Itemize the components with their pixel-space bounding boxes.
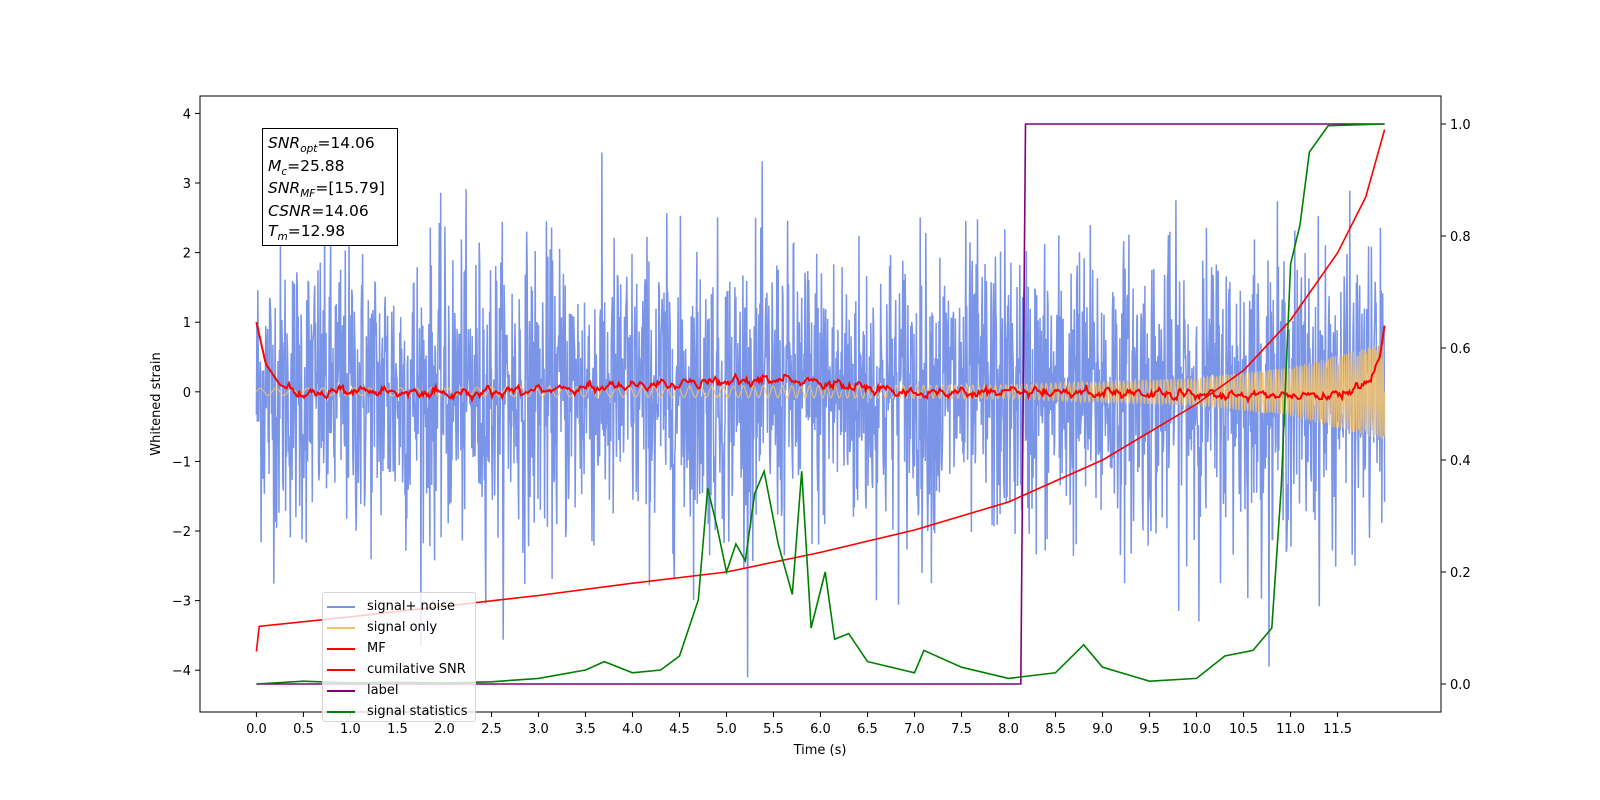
y-tick-label: 3	[183, 177, 191, 192]
legend-entry: signal+ noise	[327, 596, 471, 617]
annotation-line: CSNR=14.06	[268, 201, 397, 222]
annotation-value: =25.88	[287, 156, 345, 175]
annotation-line: SNRMF=[15.79]	[268, 178, 397, 201]
x-tick-label: 8.0	[998, 722, 1019, 737]
x-tick-label: 9.0	[1092, 722, 1113, 737]
legend-label: label	[367, 683, 399, 698]
legend-label: signal statistics	[367, 704, 468, 719]
x-tick-label: 0.0	[246, 722, 267, 737]
legend-entry: signal statistics	[327, 701, 471, 722]
annotation-symbol: T	[268, 222, 278, 240]
y2-tick-label: 0.2	[1450, 566, 1471, 581]
y-tick-label: −2	[172, 525, 191, 540]
annotation-value: =[15.79]	[315, 179, 385, 197]
legend-swatch	[327, 605, 355, 608]
x-tick-label: 5.5	[763, 722, 784, 737]
legend-label: MF	[367, 641, 386, 656]
x-tick-label: 7.0	[904, 722, 925, 737]
annotation-line: Mc=25.88	[268, 156, 397, 179]
y-tick-label: −4	[172, 664, 191, 679]
annotation-box: SNRopt=14.06 Mc=25.88 SNRMF=[15.79] CSNR=14…	[262, 128, 398, 246]
annotation-symbol: CSNR	[268, 201, 312, 220]
y2-tick-label: 0.8	[1450, 230, 1471, 245]
x-tick-label: 9.5	[1139, 722, 1160, 737]
legend-label: cumilative SNR	[367, 662, 466, 677]
legend-swatch	[327, 647, 355, 650]
x-tick-label: 2.5	[481, 722, 502, 737]
y-tick-label: 4	[183, 107, 191, 122]
y-axis-right: 1.0 0.8 0.6 0.4 0.2 0.0	[1441, 118, 1471, 693]
annotation-line: Tm=12.98	[268, 221, 397, 244]
legend-label: signal+ noise	[367, 599, 456, 614]
annotation-subscript: c	[281, 165, 288, 178]
y2-tick-label: 1.0	[1450, 118, 1471, 133]
y-axis-left: 4 3 2 1 0 −1 −2 −3 −4	[172, 107, 200, 679]
x-tick-label: 4.5	[669, 722, 690, 737]
annotation-subscript: m	[277, 231, 288, 243]
annotation-subscript: MF	[300, 188, 316, 200]
signal-only-line	[255, 343, 1386, 439]
legend-entry: cumilative SNR	[327, 659, 471, 680]
legend-swatch	[327, 668, 355, 671]
annotation-subscript: opt	[300, 143, 318, 155]
x-tick-label: 3.0	[528, 722, 549, 737]
legend-swatch	[327, 626, 355, 629]
mf-line	[255, 321, 1386, 404]
x-tick-label: 7.5	[951, 722, 972, 737]
x-tick-label: 11.0	[1276, 722, 1305, 737]
x-tick-label: 1.0	[340, 722, 361, 737]
annotation-value: =14.06	[311, 201, 369, 220]
annotation-value: =12.98	[287, 222, 346, 240]
signal-noise-line	[255, 152, 1386, 678]
x-tick-label: 1.5	[387, 722, 408, 737]
legend-entry: label	[327, 680, 471, 701]
y-tick-label: −1	[172, 455, 191, 470]
annotation-value: =14.06	[317, 134, 375, 152]
annotation-symbol: SNR	[268, 134, 301, 152]
x-tick-label: 10.5	[1229, 722, 1258, 737]
legend-swatch	[327, 710, 355, 713]
y-axis-label: Whitened strain	[149, 352, 164, 455]
annotation-symbol: M	[268, 156, 282, 175]
y2-tick-label: 0.4	[1450, 454, 1471, 469]
y-tick-label: 0	[183, 386, 191, 401]
x-tick-label: 10.0	[1182, 722, 1211, 737]
legend-entry: MF	[327, 638, 471, 659]
y-tick-label: 1	[183, 316, 191, 331]
x-tick-label: 8.5	[1045, 722, 1066, 737]
x-axis: 0.0 0.5 1.0 1.5 2.0 2.5 3.0 3.5 4.0 4.5 5.0 5.5 6.0 6…	[246, 712, 1352, 737]
x-tick-label: 11.5	[1323, 722, 1352, 737]
x-tick-label: 3.5	[575, 722, 596, 737]
x-axis-label: Time (s)	[793, 743, 847, 758]
x-tick-label: 6.0	[810, 722, 831, 737]
x-tick-label: 5.0	[716, 722, 737, 737]
annotation-symbol: SNR	[268, 179, 301, 197]
legend-entry: signal only	[327, 617, 471, 638]
y-tick-label: 2	[183, 247, 191, 262]
label-line	[256, 123, 1385, 685]
y-tick-label: −3	[172, 595, 191, 610]
legend-swatch	[327, 689, 355, 692]
x-tick-label: 2.0	[434, 722, 455, 737]
x-tick-label: 6.5	[857, 722, 878, 737]
x-tick-label: 0.5	[293, 722, 314, 737]
annotation-line: SNRopt=14.06	[268, 133, 397, 156]
y2-tick-label: 0.0	[1450, 678, 1471, 693]
x-tick-label: 4.0	[622, 722, 643, 737]
legend: signal+ noise signal only MF cumilative SNR…	[322, 592, 476, 722]
y2-tick-label: 0.6	[1450, 342, 1471, 357]
signal-statistics-line	[256, 123, 1385, 685]
legend-label: signal only	[367, 620, 438, 635]
